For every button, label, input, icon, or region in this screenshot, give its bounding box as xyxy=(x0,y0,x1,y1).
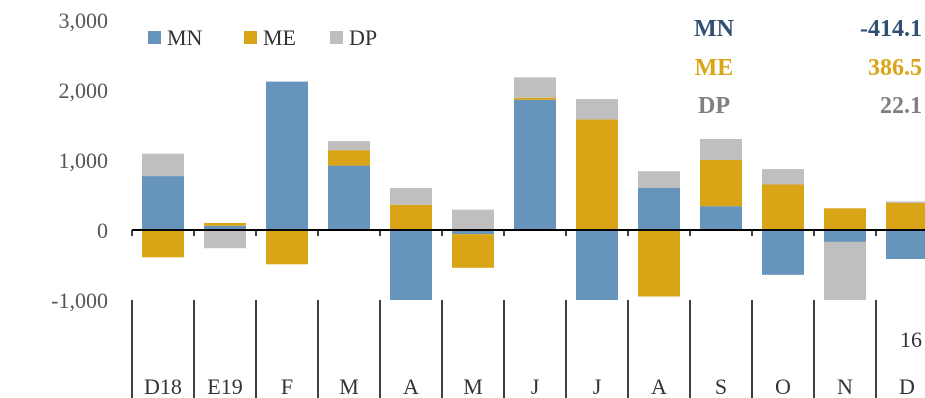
bar-mn xyxy=(700,206,742,230)
bar-dp xyxy=(452,209,494,230)
bar-me xyxy=(204,223,246,226)
category-label: O xyxy=(775,374,791,398)
y-tick-label: -1,000 xyxy=(51,288,108,313)
legend-label-me: ME xyxy=(263,25,296,50)
legend-label-dp: DP xyxy=(349,25,377,50)
footnote: 16 xyxy=(900,327,922,352)
category-label: D xyxy=(899,374,915,398)
bar-me xyxy=(638,230,680,297)
bar-dp xyxy=(390,188,432,205)
bar-mn xyxy=(328,165,370,230)
bar-me xyxy=(886,202,925,230)
y-tick-label: 2,000 xyxy=(59,78,109,103)
annotation-label-me: ME xyxy=(695,55,734,81)
bar-mn xyxy=(886,230,925,259)
y-tick-label: 1,000 xyxy=(59,148,109,173)
category-label: J xyxy=(593,374,602,398)
category-label: D18 xyxy=(144,374,182,398)
legend-swatch-me xyxy=(244,31,257,44)
bar-me xyxy=(142,230,184,258)
legend-label-mn: MN xyxy=(167,25,203,50)
category-label: M xyxy=(463,374,483,398)
bar-dp xyxy=(576,99,618,120)
bars xyxy=(142,77,925,300)
annotation-value-mn: -414.1 xyxy=(860,16,922,42)
bar-dp xyxy=(328,141,370,151)
annotation-value-dp: 22.1 xyxy=(880,93,922,119)
category-label: M xyxy=(339,374,359,398)
legend-swatch-mn xyxy=(148,31,161,44)
category-label: N xyxy=(837,374,853,398)
bar-mn xyxy=(452,230,494,235)
annotation-label-mn: MN xyxy=(694,16,735,42)
bar-mn xyxy=(514,99,556,230)
bar-mn xyxy=(266,81,308,230)
bar-me xyxy=(328,150,370,166)
bar-dp xyxy=(824,241,866,300)
bar-dp xyxy=(638,171,680,188)
category-label: S xyxy=(715,374,727,398)
bar-mn xyxy=(762,230,804,275)
annotation-label-dp: DP xyxy=(698,93,730,119)
bar-me xyxy=(700,160,742,207)
bar-me xyxy=(576,119,618,230)
bar-dp xyxy=(514,77,556,98)
bar-mn xyxy=(390,230,432,300)
bar-mn xyxy=(204,225,246,230)
zero-axis xyxy=(131,229,925,236)
bar-mn xyxy=(576,230,618,300)
bar-dp xyxy=(700,139,742,160)
value-annotation: MN -414.1 ME 386.5 DP 22.1 xyxy=(694,16,922,119)
bar-me xyxy=(824,208,866,230)
legend: MN ME DP xyxy=(148,25,377,50)
bar-mn xyxy=(638,188,680,230)
bar-me xyxy=(514,97,556,100)
category-label: A xyxy=(651,374,667,398)
category-label: E19 xyxy=(207,374,242,398)
category-label: J xyxy=(531,374,540,398)
bar-me xyxy=(390,204,432,230)
bar-dp xyxy=(762,169,804,185)
bar-mn xyxy=(824,230,866,242)
category-label: F xyxy=(281,374,293,398)
bar-me xyxy=(452,234,494,268)
bar-me xyxy=(762,184,804,230)
bar-me xyxy=(266,230,308,265)
bar-mn xyxy=(142,176,184,230)
y-tick-label: 3,000 xyxy=(59,8,109,33)
bar-dp xyxy=(886,201,925,203)
category-axis: D18 E19 F M A M J J A S O N D xyxy=(131,300,915,398)
y-axis: 3,000 2,000 1,000 0 -1,000 xyxy=(51,8,108,313)
y-tick-label: 0 xyxy=(97,218,108,243)
annotation-value-me: 386.5 xyxy=(868,55,922,81)
legend-swatch-dp xyxy=(330,31,343,44)
bar-dp xyxy=(142,153,184,177)
category-label: A xyxy=(403,374,419,398)
bar-dp xyxy=(204,230,246,249)
